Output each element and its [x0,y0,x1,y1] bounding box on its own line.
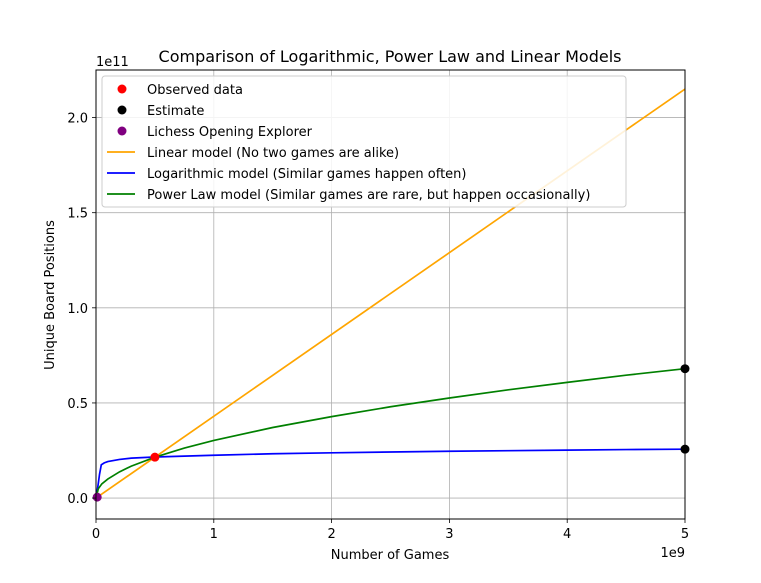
x-tick-label: 1 [210,527,218,542]
legend-label: Observed data [147,83,243,98]
x-tick-label: 3 [445,527,453,542]
y-tick-label: 0.0 [67,492,88,507]
legend-marker [117,84,127,94]
scatter-point-observed-data [150,452,160,462]
x-tick-label: 0 [92,527,100,542]
legend-label: Power Law model (Similar games are rare,… [147,188,590,203]
legend-box [101,75,627,208]
x-axis-label: Number of Games [331,548,450,563]
chart-title: Comparison of Logarithmic, Power Law and… [159,47,622,66]
y-axis-label: Unique Board Positions [43,220,58,370]
y-tick-label: 2.0 [67,112,88,127]
y-tick-label: 1.5 [67,207,88,222]
legend-label: Lichess Opening Explorer [147,125,313,140]
y-tick-label: 1.0 [67,302,88,317]
legend-label: Linear model (No two games are alike) [147,146,399,161]
y-offset-label: 1e11 [96,55,129,70]
axis-ticks: 0 1 2 3 4 5 0.0 0.5 1.0 1.5 2.0 [67,112,689,542]
x-tick-label: 2 [327,527,335,542]
legend-marker [117,126,127,136]
legend: Observed data Estimate Lichess Opening Exp… [101,75,627,208]
x-tick-label: 5 [681,527,689,542]
y-tick-label: 0.5 [67,397,88,412]
legend-marker [117,105,127,115]
scatter-point-lichess-opening-explorer [92,492,102,502]
x-offset-label: 1e9 [660,546,685,561]
series-line-power-law-model-similar-games- [95,367,686,499]
legend-label: Logarithmic model (Similar games happen … [147,167,466,182]
plot-frame [95,69,686,520]
legend-label: Estimate [147,104,204,119]
series-line-logarithmic-model-similar-game [95,448,686,499]
x-tick-label: 4 [563,527,571,542]
